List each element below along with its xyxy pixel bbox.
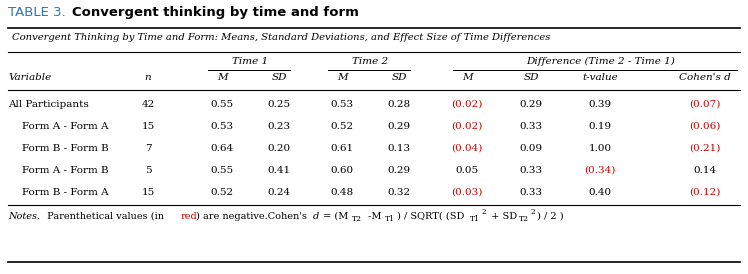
- Text: 0.55: 0.55: [210, 100, 233, 109]
- Text: = (M: = (M: [320, 212, 349, 221]
- Text: M: M: [462, 73, 472, 82]
- Text: 0.33: 0.33: [519, 122, 542, 131]
- Text: 1.00: 1.00: [589, 144, 612, 153]
- Text: 0.29: 0.29: [387, 122, 411, 131]
- Text: 0.20: 0.20: [268, 144, 290, 153]
- Text: 0.53: 0.53: [210, 122, 233, 131]
- Text: 0.09: 0.09: [519, 144, 542, 153]
- Text: 0.19: 0.19: [589, 122, 612, 131]
- Text: d: d: [313, 212, 319, 221]
- Text: Difference (Time 2 - Time 1): Difference (Time 2 - Time 1): [527, 57, 675, 66]
- Text: 5: 5: [144, 166, 151, 175]
- Text: T1: T1: [385, 215, 395, 223]
- Text: 0.61: 0.61: [331, 144, 354, 153]
- Text: 0.29: 0.29: [519, 100, 542, 109]
- Text: 42: 42: [141, 100, 155, 109]
- Text: 0.52: 0.52: [210, 188, 233, 197]
- Text: M: M: [217, 73, 227, 82]
- Text: ) are negative.Cohen's: ) are negative.Cohen's: [196, 212, 310, 221]
- Text: 0.14: 0.14: [693, 166, 717, 175]
- Text: Time 2: Time 2: [352, 57, 388, 66]
- Text: 0.05: 0.05: [456, 166, 479, 175]
- Text: (0.34): (0.34): [584, 166, 616, 175]
- Text: (0.04): (0.04): [451, 144, 482, 153]
- Text: Form A - Form A: Form A - Form A: [22, 122, 108, 131]
- Text: 0.40: 0.40: [589, 188, 612, 197]
- Text: 0.29: 0.29: [387, 166, 411, 175]
- Text: TABLE 3.: TABLE 3.: [8, 6, 66, 19]
- Text: (0.07): (0.07): [690, 100, 720, 109]
- Text: 7: 7: [144, 144, 151, 153]
- Text: + SD: + SD: [488, 212, 517, 221]
- Text: Notes.: Notes.: [8, 212, 40, 221]
- Text: (0.06): (0.06): [690, 122, 720, 131]
- Text: 0.39: 0.39: [589, 100, 612, 109]
- Text: M: M: [337, 73, 347, 82]
- Text: (0.21): (0.21): [690, 144, 720, 153]
- Text: 0.25: 0.25: [268, 100, 290, 109]
- Text: 15: 15: [141, 188, 155, 197]
- Text: red: red: [181, 212, 197, 221]
- Text: T2: T2: [519, 215, 529, 223]
- Text: All Participants: All Participants: [8, 100, 89, 109]
- Text: 0.64: 0.64: [210, 144, 233, 153]
- Text: 2: 2: [482, 208, 486, 216]
- Text: SD: SD: [391, 73, 407, 82]
- Text: 15: 15: [141, 122, 155, 131]
- Text: ) / SQRT( (SD: ) / SQRT( (SD: [397, 212, 465, 221]
- Text: SD: SD: [524, 73, 539, 82]
- Text: (0.02): (0.02): [451, 100, 482, 109]
- Text: 0.33: 0.33: [519, 188, 542, 197]
- Text: Cohen's d: Cohen's d: [679, 73, 731, 82]
- Text: Variable: Variable: [8, 73, 52, 82]
- Text: Parenthetical values (in: Parenthetical values (in: [44, 212, 167, 221]
- Text: T1: T1: [470, 215, 480, 223]
- Text: n: n: [144, 73, 151, 82]
- Text: 0.32: 0.32: [387, 188, 411, 197]
- Text: SD: SD: [272, 73, 286, 82]
- Text: ) / 2 ): ) / 2 ): [537, 212, 564, 221]
- Text: 0.24: 0.24: [268, 188, 290, 197]
- Text: 0.41: 0.41: [268, 166, 290, 175]
- Text: 0.23: 0.23: [268, 122, 290, 131]
- Text: (0.02): (0.02): [451, 122, 482, 131]
- Text: Time 1: Time 1: [233, 57, 269, 66]
- Text: Convergent thinking by time and form: Convergent thinking by time and form: [72, 6, 359, 19]
- Text: -M: -M: [365, 212, 381, 221]
- Text: Form A - Form B: Form A - Form B: [22, 166, 108, 175]
- Text: (0.12): (0.12): [690, 188, 720, 197]
- Text: 2: 2: [531, 208, 536, 216]
- Text: 0.52: 0.52: [331, 122, 354, 131]
- Text: 0.13: 0.13: [387, 144, 411, 153]
- Text: Form B - Form A: Form B - Form A: [22, 188, 108, 197]
- Text: t-value: t-value: [582, 73, 618, 82]
- Text: 0.28: 0.28: [387, 100, 411, 109]
- Text: Form B - Form B: Form B - Form B: [22, 144, 108, 153]
- Text: T2: T2: [352, 215, 362, 223]
- Text: 0.48: 0.48: [331, 188, 354, 197]
- Text: 0.33: 0.33: [519, 166, 542, 175]
- Text: 0.60: 0.60: [331, 166, 354, 175]
- Text: Convergent Thinking by Time and Form: Means, Standard Deviations, and Effect Siz: Convergent Thinking by Time and Form: Me…: [12, 33, 551, 42]
- Text: 0.55: 0.55: [210, 166, 233, 175]
- Text: (0.03): (0.03): [451, 188, 482, 197]
- Text: 0.53: 0.53: [331, 100, 354, 109]
